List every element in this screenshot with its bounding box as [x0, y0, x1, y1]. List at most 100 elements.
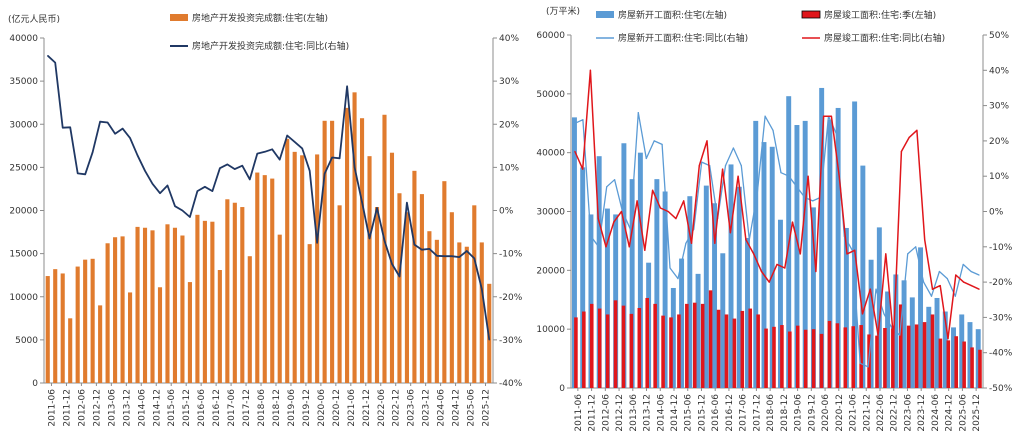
completed-bar: [669, 317, 673, 388]
y-left-tick-label: 20000: [536, 266, 565, 276]
completed-bar: [740, 310, 745, 388]
completed-bar: [898, 304, 903, 388]
investment-bar: [98, 305, 103, 383]
starts-yoy-line-point: [835, 133, 838, 135]
completed-yoy-line-point: [753, 253, 755, 255]
y-right-tick-label: -40%: [989, 349, 1013, 359]
completed-bar: [661, 315, 665, 388]
y-left-tick-label: 30000: [9, 120, 38, 130]
right-legend: 房屋新开工面积:住宅(左轴) 房屋竣工面积:住宅:季(左轴) 房屋新开工面积:住…: [596, 9, 945, 44]
investment-yoy-line-point: [196, 190, 199, 192]
x-tick-label: 2015-12: [182, 389, 192, 427]
investment-bar: [262, 175, 267, 383]
investment-bar: [449, 212, 454, 383]
x-tick-label: 2021-06: [849, 394, 859, 432]
right-legend-swatch-starts-bar: [596, 11, 614, 18]
starts-bar: [580, 167, 586, 388]
investment-bar: [307, 244, 312, 383]
y-left-tick-label: 15000: [9, 250, 38, 260]
starts-yoy-line: [574, 112, 980, 368]
completed-bar: [891, 325, 895, 388]
investment-yoy-line-point: [219, 167, 221, 169]
completed-bar: [780, 325, 784, 388]
investment-bar: [487, 283, 492, 383]
y-left-tick-label: 25000: [9, 163, 38, 173]
completed-bar: [851, 326, 856, 388]
investment-bar: [247, 256, 252, 383]
investment-yoy-line-point: [458, 256, 460, 258]
completed-bar: [883, 327, 887, 388]
starts-yoy-line-point: [629, 228, 632, 230]
investment-bar: [172, 227, 178, 383]
investment-yoy-line-point: [264, 151, 266, 153]
investment-yoy-line-point: [92, 151, 94, 153]
right-legend-label-completed-bar: 房屋竣工面积:住宅:季(左轴): [824, 9, 936, 21]
investment-yoy-line-point: [324, 173, 326, 175]
starts-bar: [901, 280, 907, 388]
investment-bar: [404, 212, 409, 383]
right-unit-label: (万平米): [546, 5, 580, 17]
starts-yoy-line-point: [907, 253, 909, 255]
investment-yoy-line-point: [144, 170, 146, 172]
investment-yoy-line-point: [391, 263, 393, 265]
starts-yoy-line-point: [970, 270, 972, 273]
starts-yoy-line-point: [804, 196, 806, 198]
starts-yoy-line-point: [812, 200, 814, 202]
investment-bar: [45, 276, 50, 383]
y-left-tick-label: 20000: [9, 207, 38, 217]
investment-bar: [442, 181, 447, 383]
starts-bar: [621, 143, 627, 388]
starts-bar: [951, 327, 956, 388]
starts-bar: [604, 208, 610, 388]
investment-yoy-line-point: [256, 152, 258, 155]
investment-yoy-line-point: [279, 159, 281, 161]
x-tick-label: 2015-06: [167, 389, 177, 427]
x-tick-label: 2020-12: [835, 394, 845, 432]
x-tick-label: 2011-06: [574, 394, 584, 432]
completed-yoy-line-point: [955, 274, 957, 276]
x-tick-label: 2016-12: [725, 394, 735, 432]
starts-bar: [654, 179, 660, 388]
x-tick-label: 2017-12: [242, 389, 252, 427]
right-legend-swatch-completed-bar: [801, 10, 821, 19]
investment-yoy-line-point: [69, 126, 71, 128]
completed-yoy-line-point: [830, 115, 833, 117]
investment-yoy-line-point: [286, 134, 288, 137]
completed-bar: [653, 303, 657, 388]
starts-yoy-line-point: [661, 143, 663, 146]
completed-yoy-line-point: [962, 281, 965, 283]
completed-yoy-line-point: [714, 242, 716, 244]
left-legend-label-bar: 房地产开发投资完成额:住宅(左轴): [192, 12, 328, 24]
completed-bar: [962, 341, 966, 388]
left-legend: 房地产开发投资完成额:住宅(左轴) 房地产开发投资完成额:住宅:同比(右轴): [170, 12, 349, 52]
completed-yoy-line-point: [745, 239, 747, 241]
investment-yoy-line-point: [226, 163, 228, 165]
starts-yoy-line-point: [574, 122, 576, 124]
y-right-tick-label: -10%: [499, 250, 523, 260]
completed-yoy-line-point: [589, 69, 592, 71]
starts-bar: [942, 311, 948, 388]
completed-bar: [637, 307, 642, 388]
y-right-tick-label: 10%: [499, 163, 519, 173]
x-tick-label: 2021-06: [347, 389, 357, 427]
investment-yoy-line-point: [77, 172, 79, 175]
investment-bar: [90, 258, 95, 383]
y-left-tick-label: 40000: [9, 34, 38, 44]
x-tick-label: 2012-12: [92, 389, 102, 427]
starts-bar: [679, 258, 685, 388]
investment-bar: [217, 270, 222, 383]
investment-bar: [232, 202, 237, 383]
completed-bar: [685, 303, 689, 388]
starts-bar: [753, 120, 759, 388]
investment-yoy-line-point: [473, 257, 475, 259]
completed-bar: [645, 297, 650, 388]
x-tick-label: 2011-12: [62, 389, 72, 427]
completed-yoy-line-point: [791, 221, 794, 223]
y-right-tick-label: 0%: [989, 208, 1004, 218]
investment-yoy-line-point: [107, 121, 109, 124]
completed-yoy-line-point: [683, 200, 685, 202]
investment-yoy-line-point: [99, 121, 101, 123]
completed-yoy-line-point: [846, 253, 848, 255]
